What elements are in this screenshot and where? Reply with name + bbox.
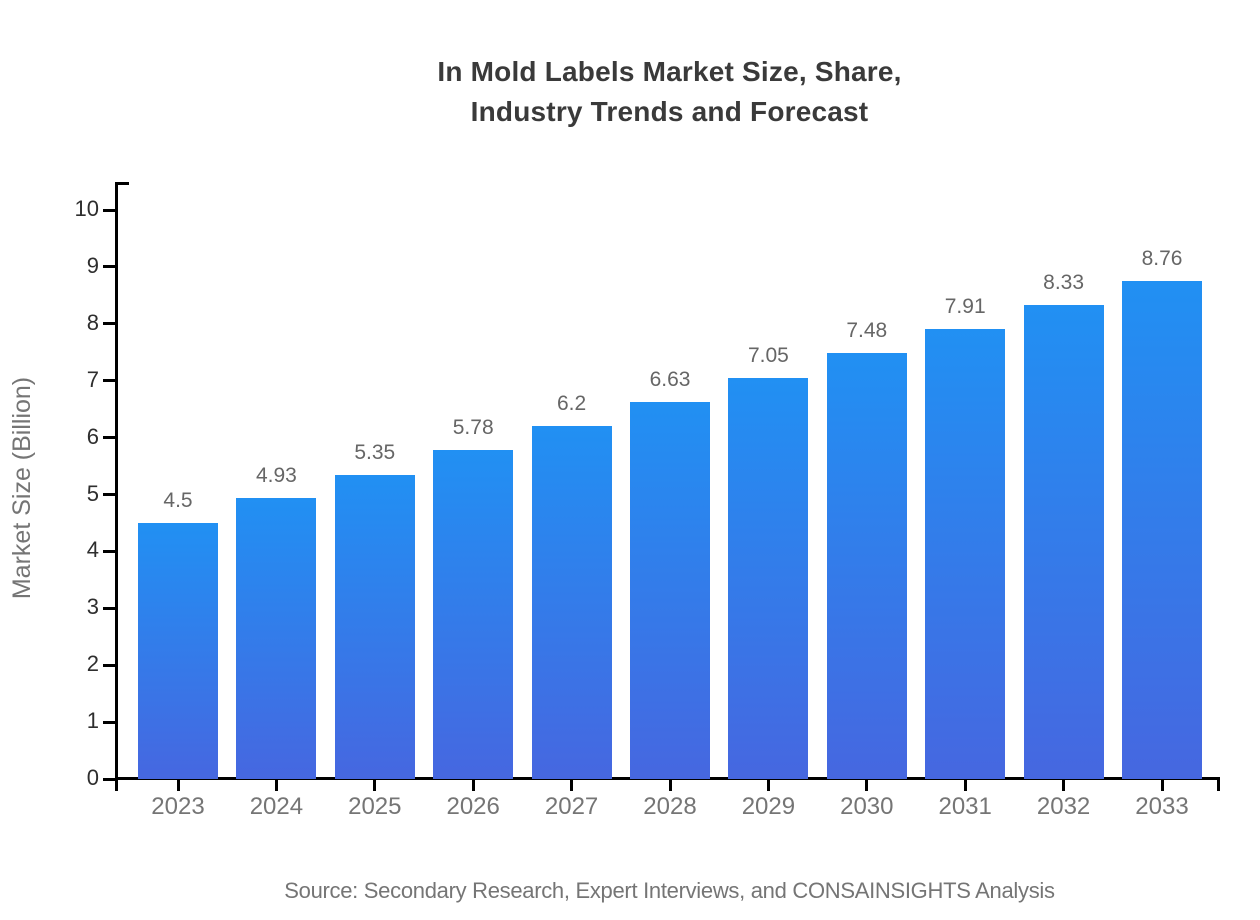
x-axis-tick-label: 2027 <box>544 793 599 820</box>
bar <box>826 353 907 779</box>
y-axis-tick <box>103 606 115 610</box>
y-axis-tick <box>103 720 115 724</box>
bar <box>925 328 1006 779</box>
chart-title-line-1: In Mold Labels Market Size, Share, <box>437 56 902 87</box>
y-axis-tick-label: 3 <box>86 594 99 620</box>
x-axis-tick <box>274 779 278 791</box>
y-axis-tick <box>103 493 115 496</box>
y-axis-top-cap <box>115 182 129 185</box>
bar-value-label: 6.63 <box>649 367 691 391</box>
x-axis-tick <box>176 779 180 791</box>
x-axis-tick <box>471 779 475 791</box>
y-axis-tick <box>103 379 115 383</box>
bar-value-label: 7.05 <box>747 343 789 367</box>
source-note: Source: Secondary Research, Expert Inter… <box>284 878 1055 903</box>
bar-value-label: 4.93 <box>255 464 297 488</box>
x-axis-tick <box>668 779 672 791</box>
bar-value-label: 5.78 <box>452 416 494 440</box>
x-axis-end-cap <box>1217 777 1220 791</box>
bar-value-label: 6.2 <box>556 392 587 416</box>
x-axis-tick-label: 2025 <box>348 793 402 820</box>
y-axis-title: Market Size (Billion) <box>8 376 36 600</box>
x-axis-tick <box>1160 779 1164 791</box>
chart-title: In Mold Labels Market Size, Share, Indus… <box>118 52 1221 132</box>
bar <box>1023 305 1104 779</box>
bar <box>728 377 809 779</box>
chart-title-line-2: Industry Trends and Forecast <box>470 96 869 127</box>
bar <box>236 498 317 779</box>
bar <box>433 450 514 779</box>
y-axis-tick <box>103 777 115 781</box>
y-axis-tick-label: 2 <box>86 651 99 677</box>
x-axis-tick-label: 2028 <box>643 793 697 820</box>
x-axis-tick <box>1062 779 1066 791</box>
bar <box>531 426 612 779</box>
y-axis-tick-label: 7 <box>86 366 99 392</box>
y-axis-tick-label: 5 <box>86 480 99 506</box>
x-axis-tick-label: 2030 <box>840 793 894 820</box>
y-axis-tick <box>103 663 115 667</box>
bar <box>334 474 415 779</box>
y-axis-tick <box>103 322 115 326</box>
x-axis-tick-label: 2033 <box>1135 793 1189 820</box>
y-axis-tick-label: 1 <box>86 708 99 734</box>
y-axis-tick-label: 4 <box>86 537 99 563</box>
x-axis-tick <box>373 779 377 791</box>
y-axis-tick <box>103 208 115 212</box>
bar-value-label: 7.48 <box>846 319 888 343</box>
x-axis-tick-label: 2026 <box>446 793 500 820</box>
bar <box>1122 280 1202 779</box>
bar <box>630 401 710 779</box>
bar-value-label: 8.76 <box>1141 246 1183 270</box>
bar-value-label: 4.5 <box>163 488 193 512</box>
x-axis-tick-label: 2024 <box>249 793 304 820</box>
y-axis-tick-label: 6 <box>86 423 99 449</box>
x-axis-tick <box>570 779 574 791</box>
y-axis-line <box>115 182 118 791</box>
x-axis-tick-label: 2031 <box>938 793 992 820</box>
x-axis-tick-label: 2032 <box>1036 793 1091 820</box>
x-axis-tick <box>766 779 770 791</box>
bar-value-label: 5.35 <box>354 440 396 464</box>
x-axis-tick-label: 2023 <box>151 793 205 820</box>
y-axis-tick-label: 0 <box>86 765 99 790</box>
bar-value-label: 8.33 <box>1043 271 1085 295</box>
bar <box>138 522 218 779</box>
y-axis-tick <box>103 265 115 269</box>
y-axis-tick-label: 8 <box>86 309 99 335</box>
y-axis-tick-label: 10 <box>74 196 99 221</box>
bar-value-label: 7.91 <box>944 294 986 318</box>
x-axis-tick <box>963 779 967 791</box>
x-axis-tick <box>865 779 869 791</box>
y-axis-tick <box>103 549 115 553</box>
y-axis-tick-label: 9 <box>86 252 99 278</box>
y-axis-tick <box>103 436 115 440</box>
x-axis-tick-label: 2029 <box>741 793 796 820</box>
